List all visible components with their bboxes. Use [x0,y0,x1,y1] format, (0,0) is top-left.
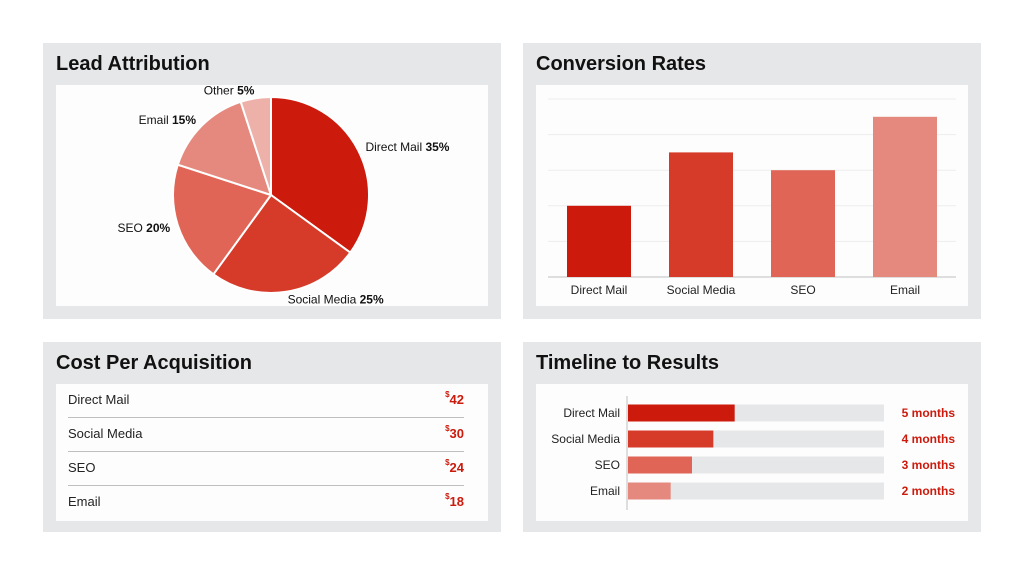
pie-label-direct-mail: Direct Mail 35% [365,140,449,154]
cpa-row-label: Direct Mail [68,392,130,407]
conversion-rates-bar-chart: Direct Mail Social Media SEO Email [548,98,956,297]
timeline-bar-seo [628,456,692,474]
x-tick-label: SEO [790,283,815,297]
timeline-bar-email [628,482,671,500]
y-tick-label: Direct Mail [563,406,620,420]
cpa-row-seo: SEO $24 [56,452,476,486]
timeline-bar-chart: Direct Mail 5 months Social Media 4 months S… [551,396,956,510]
bar-seo [771,170,835,277]
conversion-rates-card: Conversion Rates Direct Mail Social Media… [523,43,981,319]
pie-label-seo: SEO 20% [117,221,170,235]
lead-attribution-title: Lead Attribution [56,53,210,75]
cpa-row-divider [68,485,464,486]
y-tick-label: SEO [595,458,620,472]
pie-label-other: Other 5% [204,85,255,97]
cpa-row-social-media: Social Media $30 [56,418,476,452]
cpa-row-value: $24 [445,458,464,475]
cpa-row-divider [68,417,464,418]
bar-email [873,116,937,277]
cpa-row-value: $30 [445,424,464,441]
cpa-row-email: Email $18 [56,486,476,520]
x-tick-label: Direct Mail [571,283,628,297]
conversion-rates-title: Conversion Rates [536,53,707,75]
cost-per-acquisition-title: Cost Per Acquisition [56,352,252,374]
cpa-row-direct-mail: Direct Mail $42 [56,384,476,418]
timeline-value-label: 4 months [902,432,956,446]
pie-slice-other [239,95,272,196]
timeline-bar-direct-mail [628,404,735,422]
y-tick-label: Email [590,484,620,498]
cost-per-acquisition-card: Cost Per Acquisition Direct Mail $42 Soc… [43,342,501,532]
timeline-card: Timeline to Results Direct Mail 5 months S… [523,342,981,532]
x-tick-label: Social Media [667,283,736,297]
bar-social-media [669,152,733,277]
lead-attribution-panel: Direct Mail 35% Social Media 25% SEO 20% Em… [56,83,488,307]
pie-label-social-media: Social Media 25% [288,293,384,306]
cpa-row-value: $18 [445,492,464,509]
lead-attribution-pie-chart: Direct Mail 35% Social Media 25% SEO 20% Em… [117,83,449,306]
pie-slice-social-media [211,193,352,294]
conversion-rates-panel: Direct Mail Social Media SEO Email [536,85,968,306]
timeline-value-label: 3 months [902,458,956,472]
cpa-row-divider [68,451,464,452]
cost-per-acquisition-table: Direct Mail $42 Social Media $30 SEO $24… [56,384,488,521]
cpa-row-label: Social Media [68,426,143,441]
pie-slice-seo [172,163,273,276]
pie-slice-direct-mail [270,95,370,255]
cpa-row-label: Email [68,494,101,509]
timeline-track [628,482,884,500]
bar-direct-mail [567,205,631,277]
timeline-panel: Direct Mail 5 months Social Media 4 months S… [536,384,968,521]
lead-attribution-card: Lead Attribution Direct Mail 35% Social M… [43,43,501,319]
timeline-value-label: 2 months [902,484,956,498]
timeline-bar-social-media [628,430,714,448]
y-tick-label: Social Media [551,432,620,446]
cpa-row-label: SEO [68,460,96,475]
timeline-value-label: 5 months [902,406,956,420]
cpa-row-value: $42 [445,390,464,407]
timeline-title: Timeline to Results [536,352,720,374]
x-tick-label: Email [890,283,920,297]
pie-label-email: Email 15% [139,113,197,127]
